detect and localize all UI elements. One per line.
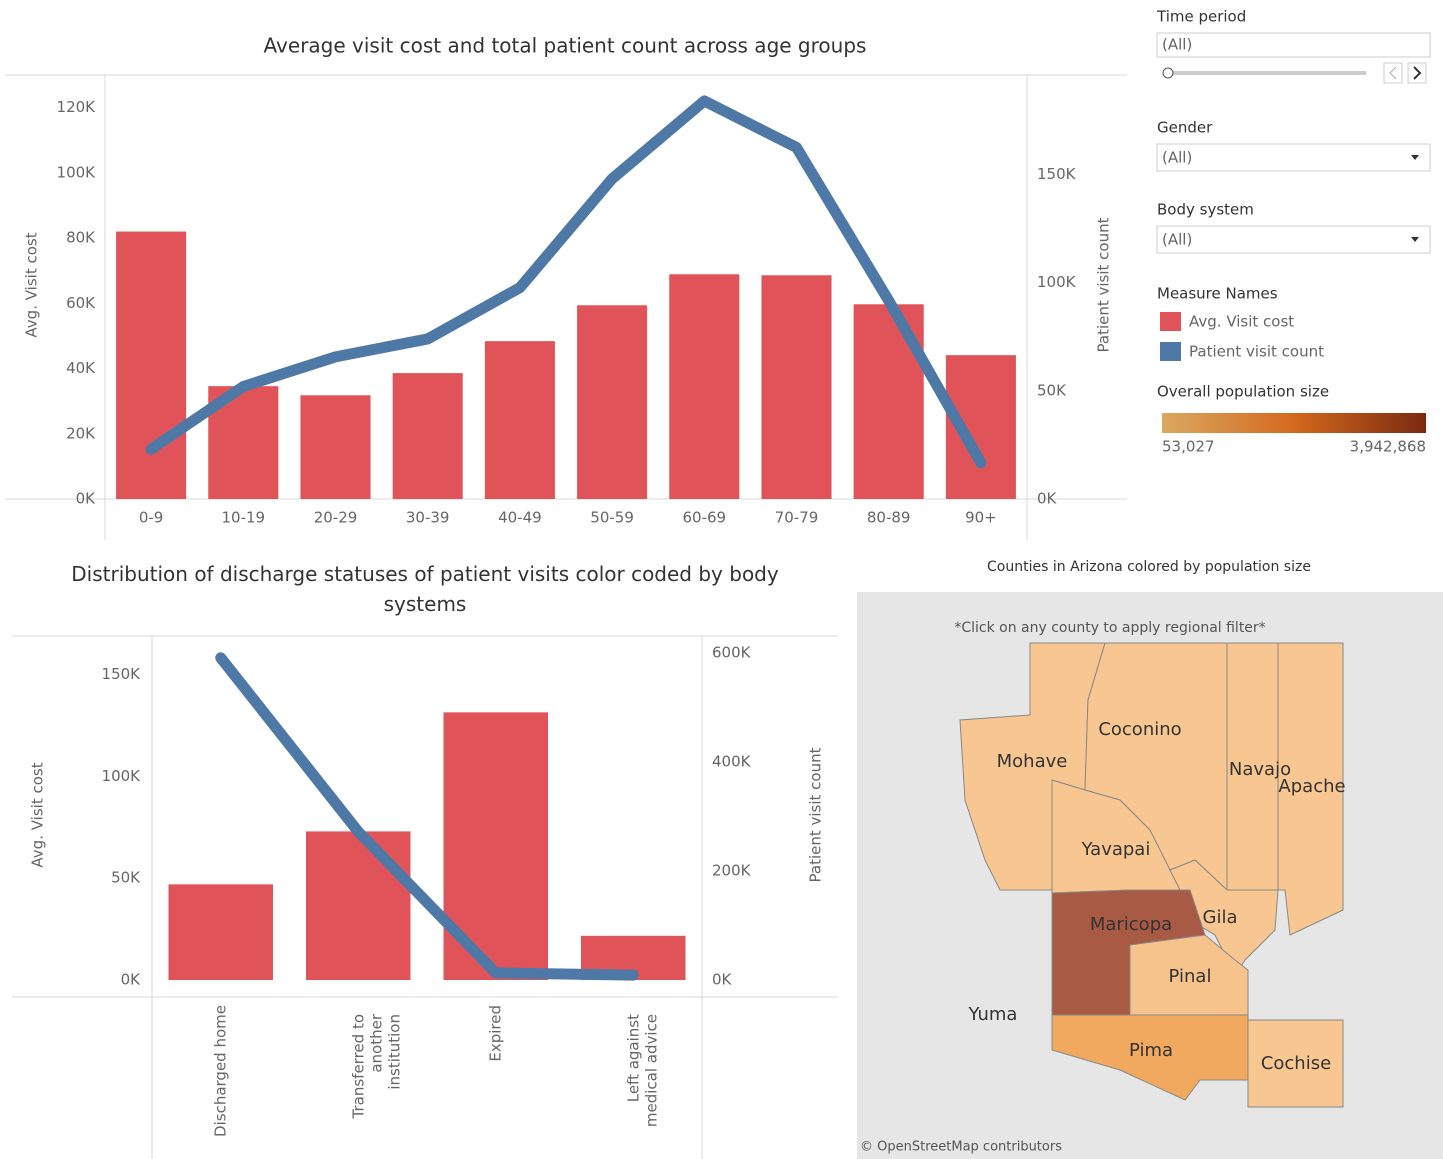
- x-tick-label: 30-39: [406, 509, 450, 527]
- county-label: Maricopa: [1090, 914, 1172, 935]
- filter-value: (All): [1162, 36, 1192, 54]
- bar: [300, 395, 371, 499]
- prev-button[interactable]: [1383, 62, 1403, 84]
- bar: [168, 884, 273, 980]
- x-tick-label: 70-79: [775, 509, 819, 527]
- color-ramp: [1162, 413, 1426, 433]
- y-tick-label: 20K: [66, 424, 96, 442]
- county[interactable]: [1169, 859, 1279, 976]
- y2-tick-label: 100K: [1037, 273, 1077, 291]
- y2-tick-label: 200K: [712, 861, 752, 879]
- y-tick-label: 100K: [57, 163, 97, 181]
- county-label: Navajo: [1229, 759, 1291, 780]
- county-label: Pima: [1129, 1040, 1173, 1061]
- county-label: Gila: [1203, 907, 1238, 928]
- legend-label[interactable]: Patient visit count: [1189, 343, 1324, 361]
- bar: [577, 305, 648, 499]
- y2-tick-label: 0K: [712, 971, 733, 989]
- legend-max: 3,942,868: [1350, 438, 1426, 456]
- county-label: Mohave: [997, 751, 1068, 772]
- map-title: Counties in Arizona colored by populatio…: [987, 559, 1311, 575]
- y2-tick-label: 400K: [712, 752, 752, 770]
- x-tick-label: Left againstmedical advice: [624, 1014, 660, 1127]
- y-tick-label: 150K: [102, 665, 142, 683]
- county-label: Yavapai: [1081, 839, 1151, 860]
- x-tick-label: Transferred toanotherinstitution: [349, 1013, 403, 1119]
- bar: [484, 341, 555, 499]
- filter-label: Body system: [1157, 201, 1254, 219]
- y-tick-label: 0K: [76, 490, 97, 508]
- filter-dropdown[interactable]: [1156, 143, 1431, 172]
- next-icon: [1413, 66, 1422, 80]
- x-tick-label: 20-29: [314, 509, 358, 527]
- chart-title: Distribution of discharge statuses of pa…: [71, 562, 779, 616]
- next-button[interactable]: [1407, 62, 1427, 84]
- dropdown-arrow: [1411, 155, 1419, 160]
- x-tick-label: Discharged home: [211, 1005, 229, 1137]
- county-label: Pinal: [1169, 966, 1212, 987]
- legend-swatch: [1160, 342, 1181, 361]
- filter-label: Gender: [1157, 119, 1213, 137]
- line: [145, 95, 987, 469]
- chart-title: Average visit cost and total patient cou…: [264, 34, 867, 58]
- bar: [392, 373, 463, 499]
- filter-label: Time period: [1156, 8, 1246, 26]
- county[interactable]: [1247, 1019, 1344, 1108]
- legend-title: Overall population size: [1157, 383, 1329, 401]
- y-tick-label: 80K: [66, 229, 96, 247]
- legend-min: 53,027: [1162, 438, 1215, 456]
- y-tick-label: 60K: [66, 294, 96, 312]
- y2-tick-label: 150K: [1037, 165, 1077, 183]
- county-label: Yuma: [968, 1004, 1018, 1025]
- dropdown-arrow: [1411, 237, 1419, 242]
- y-tick-label: 40K: [66, 359, 96, 377]
- x-tick-label: 90+: [965, 509, 997, 527]
- bar: [761, 275, 832, 499]
- y-tick-label: 50K: [111, 869, 141, 887]
- x-tick-label: 60-69: [683, 509, 727, 527]
- x-tick-label: Expired: [486, 1005, 504, 1062]
- y2-tick-label: 0K: [1037, 490, 1058, 508]
- legend-label[interactable]: Avg. Visit cost: [1189, 313, 1294, 331]
- filter-value: (All): [1162, 231, 1192, 249]
- county-label: Coconino: [1098, 719, 1181, 740]
- y2-axis-title: Patient visit count: [807, 747, 825, 882]
- bar: [116, 231, 187, 500]
- prev-icon: [1389, 66, 1397, 80]
- x-tick-label: 0-9: [139, 509, 164, 527]
- map-attribution: © OpenStreetMap contributors: [860, 1140, 1062, 1155]
- legend-swatch: [1160, 312, 1181, 331]
- bar: [669, 274, 740, 499]
- filter-value: (All): [1162, 149, 1192, 167]
- slider-handle[interactable]: [1162, 67, 1174, 79]
- y-tick-label: 0K: [121, 971, 142, 989]
- filter-box[interactable]: [1156, 32, 1431, 58]
- y-tick-label: 100K: [102, 767, 142, 785]
- line: [215, 652, 639, 981]
- legend-title: Measure Names: [1157, 285, 1278, 303]
- x-tick-label: 40-49: [498, 509, 542, 527]
- y2-tick-label: 600K: [712, 643, 752, 661]
- x-tick-label: 80-89: [867, 509, 911, 527]
- y2-tick-label: 50K: [1037, 381, 1067, 399]
- y-axis-title: Avg. Visit cost: [23, 232, 41, 337]
- county-label: Cochise: [1261, 1053, 1331, 1074]
- filter-dropdown[interactable]: [1156, 225, 1431, 254]
- bar: [306, 831, 411, 980]
- map-note: *Click on any county to apply regional f…: [954, 620, 1265, 636]
- x-tick-label: 10-19: [222, 509, 266, 527]
- y-tick-label: 120K: [57, 98, 97, 116]
- y2-axis-title: Patient visit count: [1095, 217, 1113, 352]
- y-axis-title: Avg. Visit cost: [29, 762, 47, 867]
- county-label: Apache: [1278, 776, 1345, 797]
- x-tick-label: 50-59: [590, 509, 634, 527]
